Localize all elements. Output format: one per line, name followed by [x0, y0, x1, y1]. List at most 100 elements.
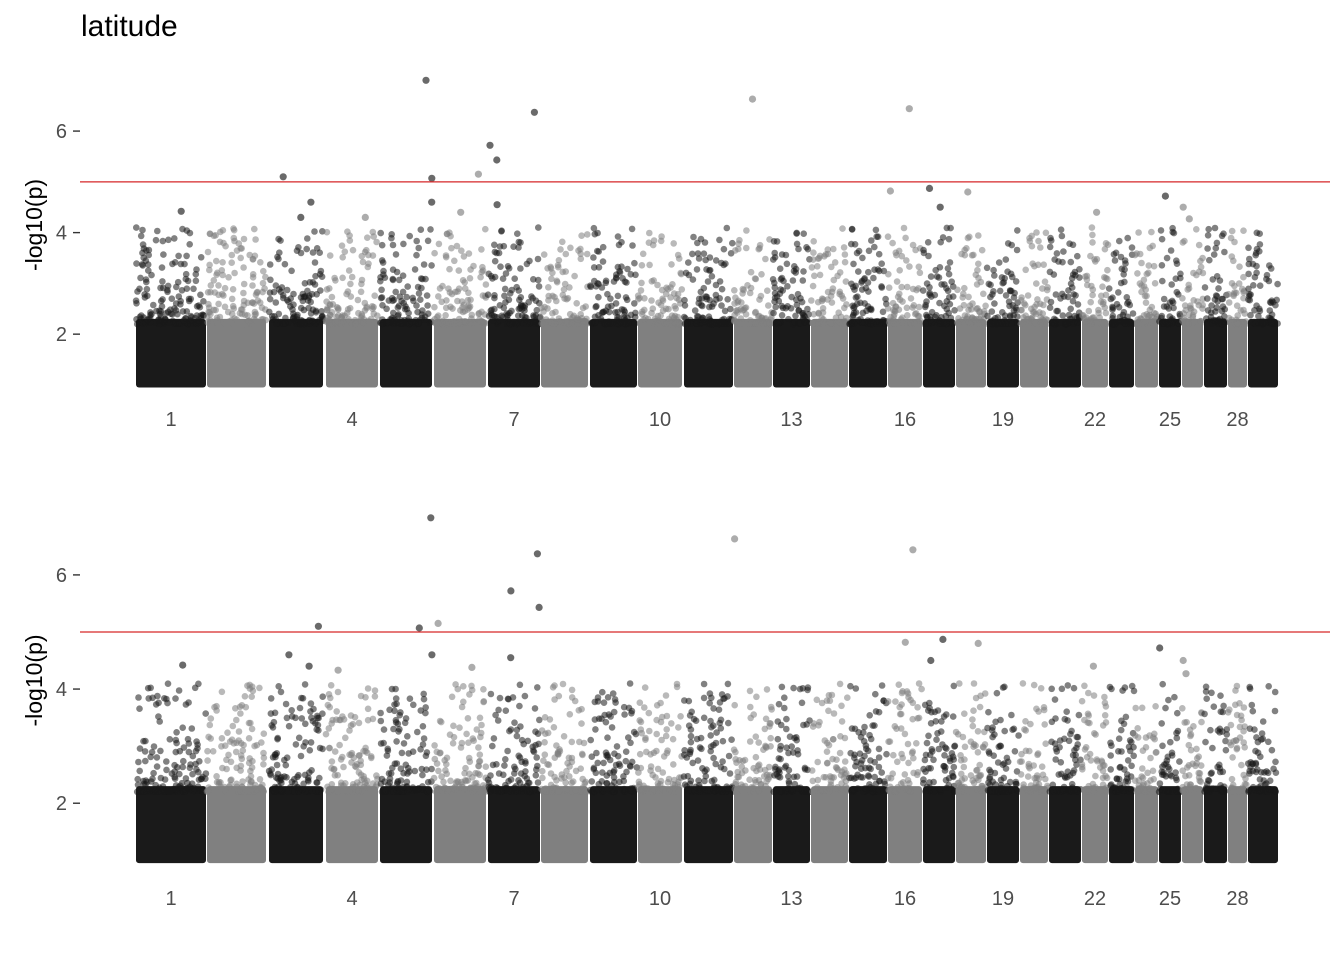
snp-point	[830, 276, 838, 284]
snp-point	[331, 748, 339, 755]
snp-point	[1138, 259, 1145, 267]
snp-point	[1158, 235, 1166, 243]
snp-point	[402, 303, 409, 310]
snp-point	[594, 785, 602, 793]
snp-point	[1000, 279, 1008, 286]
snp-point	[961, 710, 968, 717]
snp-point	[687, 732, 695, 740]
snp-point	[531, 705, 539, 712]
snp-point	[689, 250, 696, 258]
snp-point	[540, 757, 547, 764]
snp-point	[222, 788, 230, 795]
snp-point	[1203, 695, 1210, 702]
snp-point	[513, 283, 520, 291]
snp-point	[893, 278, 901, 285]
snp-point	[326, 786, 333, 794]
snp-point	[1067, 305, 1074, 313]
snp-point	[197, 253, 205, 261]
snp-point	[1165, 696, 1172, 704]
snp-point	[922, 751, 930, 759]
snp-point	[420, 735, 428, 742]
snp-point	[473, 726, 481, 733]
snp-point	[899, 779, 907, 786]
snp-point	[480, 686, 487, 693]
snp-point	[764, 287, 771, 295]
snp-point	[211, 289, 219, 296]
snp-point	[404, 770, 411, 777]
snp-point	[377, 229, 385, 237]
snp-point	[1215, 285, 1222, 292]
snp-point	[532, 297, 540, 305]
snp-point	[421, 313, 429, 320]
y-tick-label: 6	[56, 565, 67, 587]
snp-point	[800, 721, 807, 729]
snp-point	[400, 240, 407, 248]
snp-point	[401, 719, 409, 727]
snp-point	[1254, 738, 1262, 746]
snp-point	[142, 319, 149, 327]
snp-point	[1169, 788, 1176, 795]
snp-point	[436, 285, 444, 292]
snp-point	[692, 717, 700, 724]
snp-point	[991, 731, 998, 738]
snp-point	[600, 787, 608, 795]
snp-point	[364, 705, 372, 713]
snp-point	[229, 302, 237, 310]
snp-point	[1046, 304, 1054, 312]
snp-point	[664, 779, 672, 786]
snp-point	[448, 693, 456, 701]
snp-point	[1210, 251, 1218, 258]
snp-point	[209, 748, 217, 755]
snp-point	[370, 787, 378, 794]
snp-point	[545, 318, 552, 325]
snp-point	[960, 763, 968, 771]
snp-point	[557, 246, 564, 253]
snp-point	[1177, 270, 1184, 278]
snp-point	[134, 781, 142, 789]
snp-point	[1069, 769, 1077, 777]
snp-point	[658, 713, 666, 721]
top-snp-point	[936, 203, 944, 211]
snp-point	[419, 771, 426, 779]
snp-point	[1204, 786, 1211, 794]
snp-point	[336, 741, 343, 749]
snp-point	[373, 772, 380, 779]
snp-point	[337, 756, 345, 763]
snp-point	[928, 308, 936, 316]
snp-point	[1006, 287, 1014, 294]
snp-point	[1148, 228, 1155, 236]
snp-point	[300, 306, 308, 314]
top-snp-point	[457, 208, 465, 216]
snp-point	[436, 749, 444, 757]
snp-point	[719, 737, 727, 745]
chromosome-7-points	[484, 224, 544, 388]
snp-point	[1147, 754, 1154, 762]
snp-point	[1163, 787, 1171, 795]
snp-point	[517, 239, 524, 246]
snp-point	[1197, 318, 1205, 325]
snp-point	[587, 736, 594, 744]
snp-point	[303, 245, 311, 253]
snp-point	[659, 295, 666, 303]
snp-point	[799, 277, 807, 284]
snp-point	[942, 764, 949, 771]
chromosome-25-points	[1156, 224, 1184, 388]
snp-point	[997, 716, 1004, 724]
snp-point	[905, 694, 912, 701]
snp-point	[277, 688, 285, 696]
snp-point	[482, 763, 490, 770]
snp-point	[1111, 320, 1118, 328]
snp-point	[987, 293, 994, 301]
snp-point	[1228, 775, 1236, 783]
snp-point	[765, 302, 772, 309]
snp-point	[752, 320, 759, 328]
snp-point	[475, 762, 482, 770]
snp-point	[1211, 224, 1219, 232]
snp-point	[292, 714, 299, 722]
snp-point	[309, 317, 316, 325]
snp-point	[658, 233, 665, 240]
snp-point	[461, 279, 469, 286]
snp-point	[1128, 244, 1136, 251]
snp-point	[935, 745, 943, 753]
snp-point	[710, 722, 717, 729]
